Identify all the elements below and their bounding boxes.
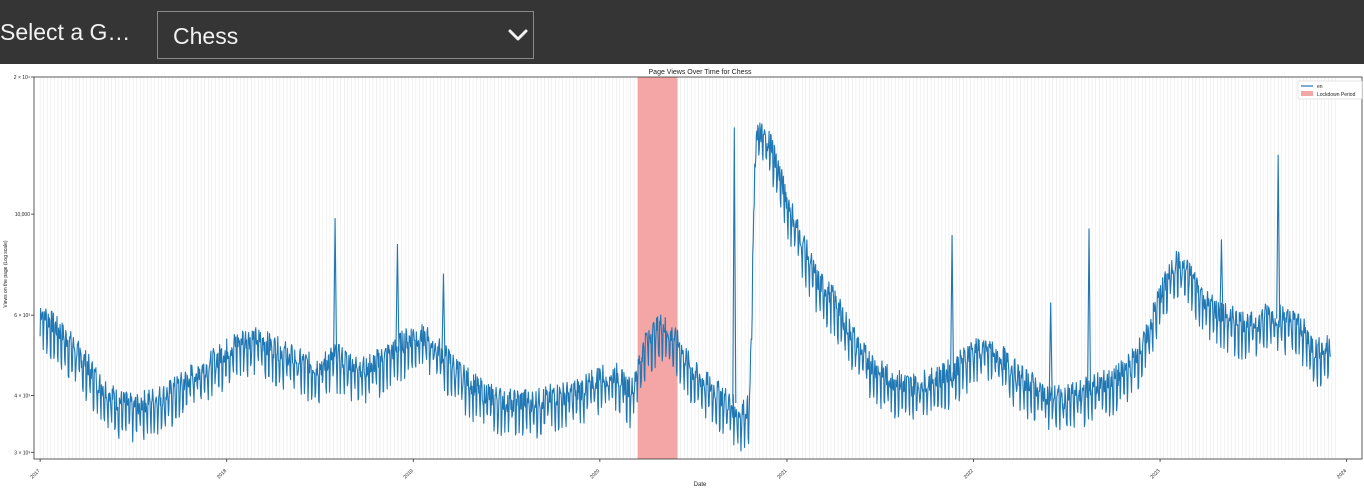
y-tick-label: 10,000	[15, 212, 31, 218]
legend-entry-lockdown: Lockdown Period	[1317, 92, 1356, 98]
game-select-dropdown[interactable]: Chess	[157, 11, 534, 59]
legend-box	[1297, 80, 1363, 100]
x-tick-label: 2022	[963, 468, 975, 480]
plot-frame	[33, 76, 1363, 460]
page-views-chart: 2017 2018 2019 2020 2021 2022 2023 2024 3 × 10³ 4…	[3, 69, 1363, 488]
series-spike	[1048, 302, 1053, 401]
y-tick-label: 4 × 10³	[14, 393, 30, 399]
game-select-value: Chess	[173, 23, 239, 49]
legend-entry-en: en	[1317, 84, 1323, 90]
top-toolbar: Select a G… Chess	[0, 0, 1364, 64]
select-game-label: Select a G…	[0, 19, 131, 45]
chart-title: Page Views Over Time for Chess	[649, 69, 752, 76]
x-tick-label: 2017	[29, 468, 41, 480]
y-tick-label: 3 × 10³	[14, 450, 30, 456]
x-axis-label: Date	[694, 482, 707, 488]
chart-area: 2017 2018 2019 2020 2021 2022 2023 2024 3 × 10³ 4…	[0, 64, 1364, 490]
chart-grid	[39, 77, 1336, 459]
series-spike	[949, 234, 955, 382]
series-line-en	[39, 122, 1331, 452]
series-spike	[441, 273, 446, 360]
x-tick-label: 2021	[776, 468, 788, 480]
chart-legend: en Lockdown Period	[1297, 80, 1363, 100]
y-axis-label: Views on the page (Log scale)	[3, 240, 9, 308]
legend-lockdown-swatch	[1301, 91, 1313, 96]
series-spike	[1219, 239, 1224, 319]
series-spike	[732, 127, 737, 403]
axis-layer: 2017 2018 2019 2020 2021 2022 2023 2024 3 × 10³ 4…	[14, 75, 1348, 480]
lockdown-band-layer	[637, 77, 678, 459]
series-spike	[395, 243, 400, 352]
x-tick-label: 2018	[216, 468, 228, 480]
chevron-down-icon	[508, 29, 528, 41]
x-tick-label: 2019	[403, 468, 415, 480]
series-spike	[1276, 154, 1281, 319]
series-spike	[333, 218, 338, 360]
x-tick-label: 2023	[1149, 468, 1161, 480]
x-tick-label: 2020	[589, 468, 601, 480]
series-spike	[1086, 228, 1092, 396]
y-tick-label: 6 × 10³	[14, 313, 30, 319]
x-tick-label: 2024	[1336, 468, 1348, 480]
lockdown-band	[637, 77, 678, 459]
series-layer	[39, 122, 1331, 452]
y-tick-label: 2 × 10⁴	[14, 75, 30, 81]
